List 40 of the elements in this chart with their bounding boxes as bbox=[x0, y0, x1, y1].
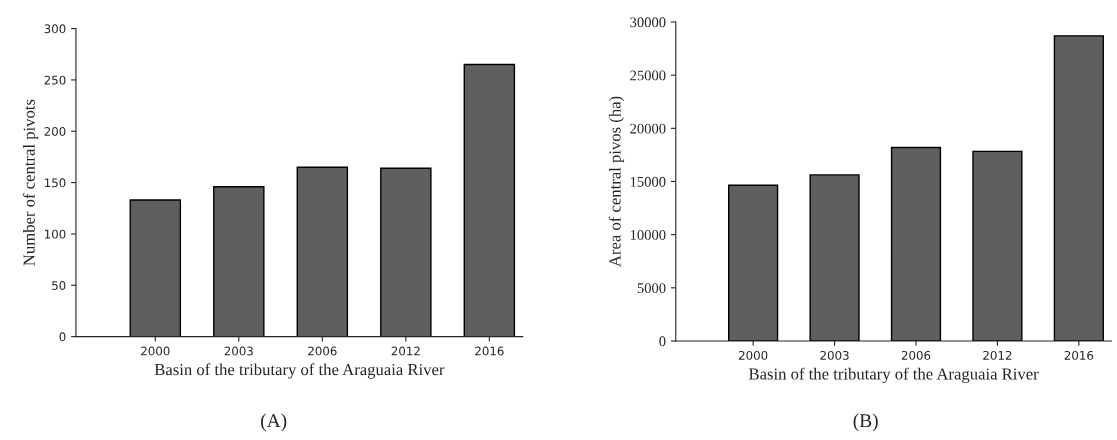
bar bbox=[809, 174, 860, 341]
x-tick-label: 2000 bbox=[738, 350, 768, 360]
bar bbox=[129, 199, 182, 337]
y-tick-label: 300 bbox=[44, 24, 66, 34]
bar bbox=[296, 166, 349, 337]
x-tick-label: 2006 bbox=[308, 346, 337, 356]
y-tick-label: 200 bbox=[44, 126, 66, 136]
x-tick-label: 2012 bbox=[983, 350, 1012, 360]
x-tick-label: 2000 bbox=[141, 346, 170, 356]
y-axis-title: Number of central pivots bbox=[22, 99, 39, 266]
bar bbox=[728, 184, 779, 341]
y-tick-label: 100 bbox=[45, 229, 66, 239]
y-tick-label: 0 bbox=[59, 332, 66, 342]
y-axis-title: Area of central pivos (ha) bbox=[608, 96, 625, 267]
x-axis-title: Basin of the tributary of the Araguaia River bbox=[154, 363, 445, 379]
y-tick-label: 15000 bbox=[630, 176, 666, 187]
y-tick-label: 25000 bbox=[630, 70, 666, 81]
text: (A) bbox=[261, 413, 287, 432]
text: (B) bbox=[853, 413, 878, 432]
y-tick-label: 250 bbox=[44, 75, 66, 85]
y-tick-label: 10000 bbox=[630, 230, 666, 240]
bar bbox=[463, 63, 516, 337]
bar bbox=[213, 186, 265, 337]
y-tick-label: 20000 bbox=[630, 123, 666, 134]
y-tick-label: 0 bbox=[659, 336, 666, 347]
bar bbox=[972, 150, 1023, 341]
x-tick-label: 2003 bbox=[224, 346, 253, 356]
y-tick-label: 5000 bbox=[637, 283, 666, 294]
x-tick-label: 2006 bbox=[901, 350, 931, 360]
bar bbox=[1053, 35, 1104, 341]
bar bbox=[890, 146, 942, 341]
y-tick-label: 50 bbox=[52, 280, 66, 290]
x-tick-label: 2003 bbox=[820, 350, 849, 360]
y-tick-label: 150 bbox=[45, 178, 66, 188]
bar bbox=[380, 167, 432, 337]
x-tick-label: 2016 bbox=[1064, 350, 1094, 360]
y-tick-label: 30000 bbox=[630, 17, 666, 28]
x-tick-label: 2016 bbox=[475, 346, 504, 356]
x-axis-title: Basin of the tributary of the Araguaia River bbox=[748, 367, 1039, 384]
x-tick-label: 2012 bbox=[391, 346, 420, 356]
